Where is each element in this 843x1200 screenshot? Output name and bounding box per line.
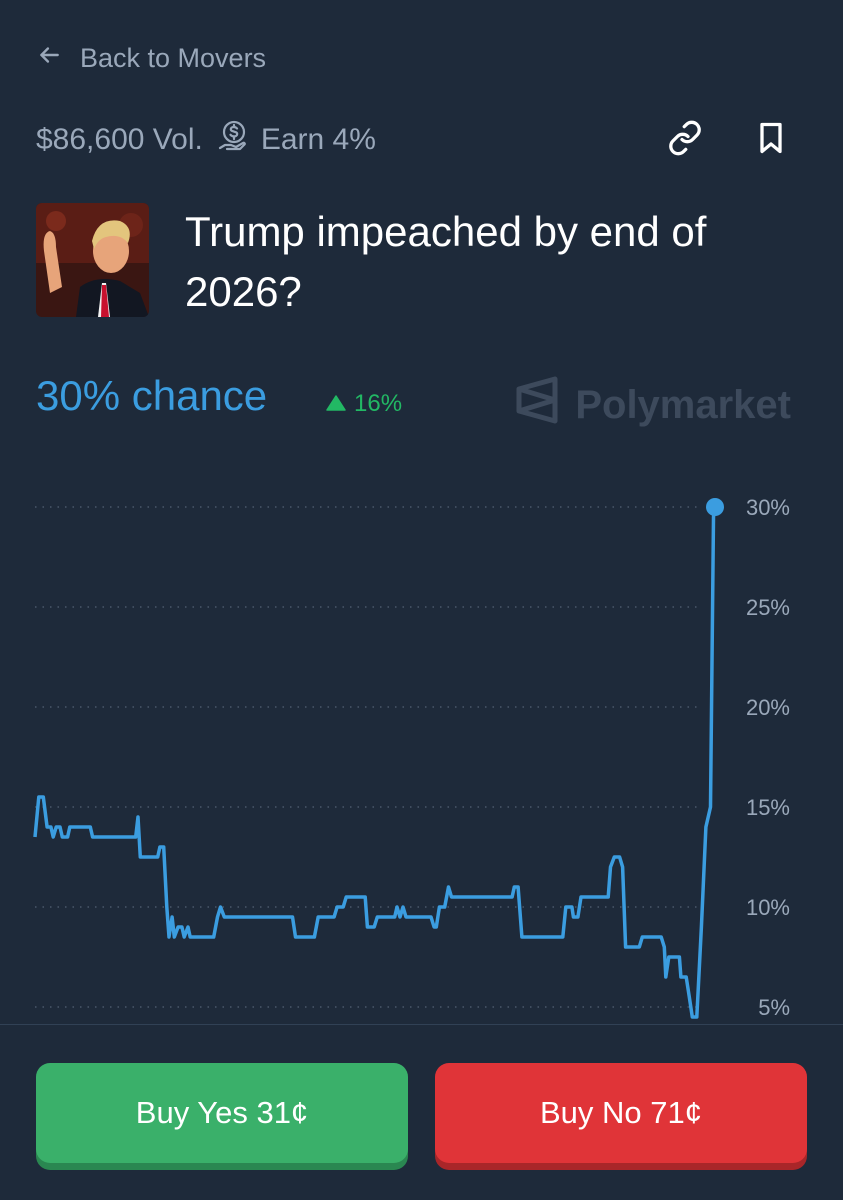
y-tick-label: 15% (746, 795, 790, 820)
link-icon[interactable] (665, 118, 705, 158)
y-tick-label: 30% (746, 495, 790, 520)
buy-yes-button[interactable]: Buy Yes 31¢ (36, 1063, 408, 1163)
divider (0, 1024, 843, 1025)
market-title: Trump impeached by end of 2026? (185, 208, 707, 315)
triangle-up-icon (326, 390, 346, 418)
market-thumbnail (36, 203, 149, 317)
chance-value: 30% chance (36, 372, 268, 419)
y-tick-label: 25% (746, 595, 790, 620)
coin-hand-icon (217, 118, 253, 162)
series-line (33, 506, 717, 1019)
y-tick-label: 10% (746, 895, 790, 920)
polymarket-logo-icon (515, 375, 559, 435)
change-indicator: 16% (326, 390, 402, 418)
market-actions (665, 118, 791, 158)
bookmark-icon[interactable] (751, 118, 791, 158)
buy-no-button[interactable]: Buy No 71¢ (435, 1063, 807, 1163)
earn-badge[interactable]: Earn 4% (217, 118, 376, 162)
back-label: Back to Movers (80, 43, 267, 73)
polymarket-brand: Polymarket (515, 375, 791, 435)
brand-name: Polymarket (575, 382, 791, 427)
y-tick-label: 5% (758, 995, 790, 1020)
back-to-movers-link[interactable]: Back to Movers (36, 42, 266, 75)
price-chart: 30% 25% 20% 15% 10% 5% (33, 495, 790, 1020)
arrow-left-icon (36, 42, 62, 75)
last-point-marker (706, 498, 724, 516)
market-meta: $86,600 Vol. Earn 4% (36, 118, 376, 162)
earn-text: Earn 4% (260, 123, 376, 156)
change-text: 16% (354, 390, 403, 417)
volume-text: $86,600 Vol. (36, 123, 203, 156)
y-tick-label: 20% (746, 695, 790, 720)
